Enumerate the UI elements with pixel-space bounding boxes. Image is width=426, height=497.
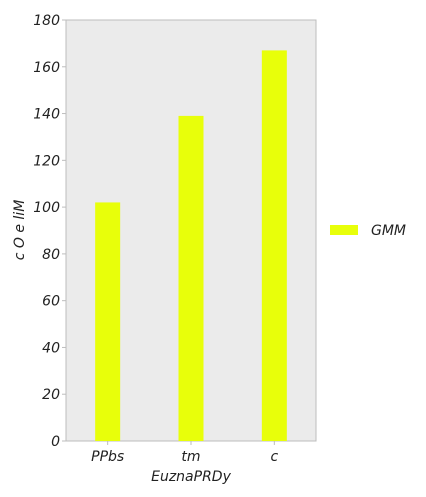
bars <box>95 50 287 442</box>
y-tick-label: 20 <box>42 387 60 403</box>
y-tick-label: 0 <box>51 434 60 450</box>
y-tick-label: 140 <box>33 107 60 123</box>
y-tick-label: 60 <box>42 294 60 310</box>
x-tick-label: PPbs <box>91 449 124 465</box>
y-axis-label: c O e liM <box>12 200 28 261</box>
bar-tm <box>178 115 204 442</box>
y-tick-label: 40 <box>42 340 60 356</box>
x-axis-label: EuznaPRDy <box>151 469 231 485</box>
bar-c <box>261 50 287 442</box>
x-axis-ticks: PPbs tm c <box>91 441 278 465</box>
y-tick-label: 100 <box>33 200 60 216</box>
x-tick-label: tm <box>181 449 200 465</box>
y-tick-label: 160 <box>33 60 60 76</box>
y-tick-label: 80 <box>42 247 60 263</box>
y-axis-ticks: 0 20 40 60 80 100 120 140 160 180 <box>33 13 66 450</box>
y-tick-label: 180 <box>33 13 60 29</box>
legend-label-gmm: GMM <box>371 223 406 239</box>
y-tick-label: 120 <box>33 153 60 169</box>
legend-swatch-gmm <box>330 225 358 235</box>
x-tick-label: c <box>270 449 278 465</box>
legend: GMM <box>330 223 406 239</box>
bar-ppbs <box>95 202 121 441</box>
